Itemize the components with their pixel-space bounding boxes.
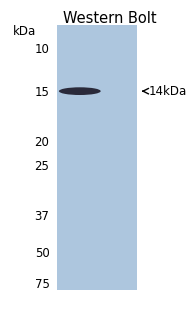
Text: 37: 37 [35,210,49,223]
Text: 15: 15 [35,86,49,99]
Text: Western Bolt: Western Bolt [63,11,157,26]
Text: 50: 50 [35,247,49,260]
Text: 10: 10 [35,43,49,56]
Text: 25: 25 [35,160,49,173]
Ellipse shape [59,87,101,95]
Text: kDa: kDa [13,25,36,38]
Text: 14kDa: 14kDa [148,85,186,98]
Text: 20: 20 [35,136,49,149]
Text: 75: 75 [35,278,49,291]
Bar [57,25,137,290]
